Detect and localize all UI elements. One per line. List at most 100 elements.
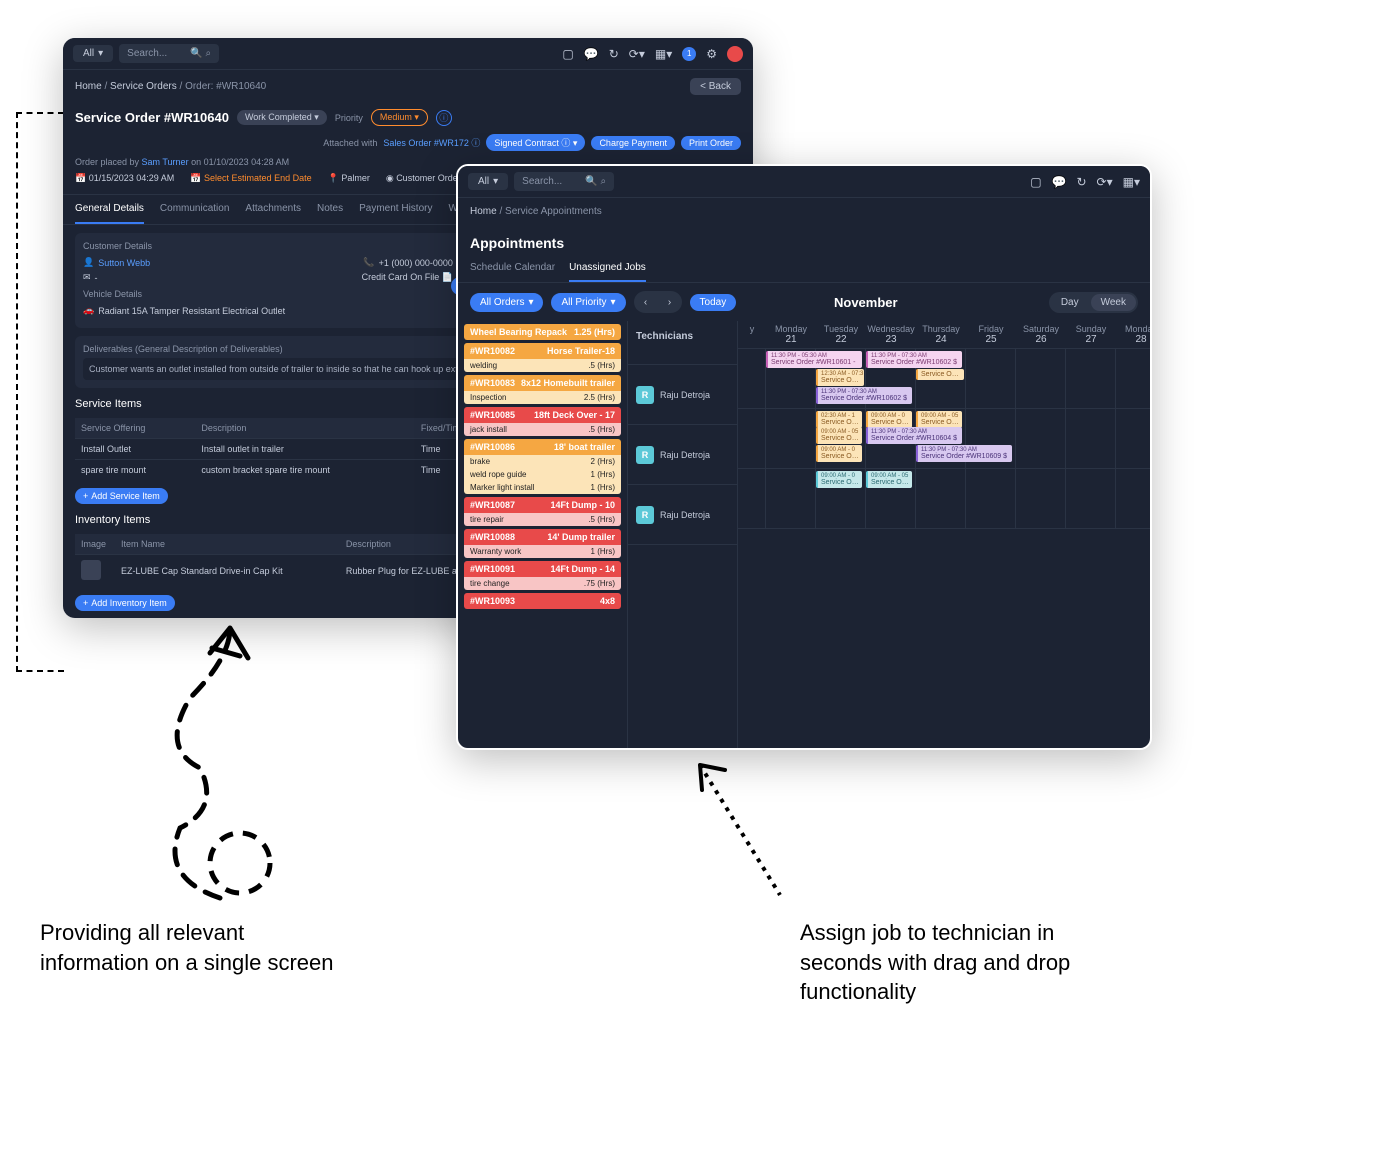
calendar-event[interactable]: 09:00 AM - 05Service Orde	[916, 411, 962, 428]
tab-schedule-calendar[interactable]: Schedule Calendar	[470, 255, 555, 282]
customer-order-toggle[interactable]: ◉ Customer Order	[386, 173, 461, 184]
technician-row[interactable]: RRaju Detroja	[628, 365, 737, 425]
search-input-r[interactable]: Search...🔍 ⌕	[514, 172, 614, 191]
scope-dropdown[interactable]: All ▾	[73, 45, 113, 62]
apps-icon-r[interactable]: ▦▾	[1123, 175, 1140, 189]
estimated-end-date[interactable]: 📅 Select Estimated End Date	[190, 173, 311, 184]
calendar-event[interactable]: 09:00 AM - 0Service Orde	[816, 471, 862, 488]
add-inventory-item-button[interactable]: Add Inventory Item	[75, 595, 175, 611]
job-card[interactable]: #WR100838x12 Homebuilt trailerInspection…	[464, 375, 621, 404]
calendar-event[interactable]: 09:00 AM - 0Service Orde	[866, 411, 912, 428]
job-card[interactable]: #WR1008814' Dump trailerWarranty work1 (…	[464, 529, 621, 558]
location: 📍 Palmer	[328, 173, 370, 184]
orders-filter[interactable]: All Orders ▾	[470, 293, 543, 312]
created-date: 📅 01/15/2023 04:29 AM	[75, 173, 174, 184]
history-icon-r[interactable]: ⟳▾	[1097, 175, 1113, 189]
tab-payment-history[interactable]: Payment History	[359, 195, 432, 224]
priority-pill[interactable]: Medium ▾	[371, 109, 428, 126]
topbar-right: All ▾ Search...🔍 ⌕ ▢ 💬 ↻ ⟳▾ ▦▾	[458, 166, 1150, 198]
customer-panel-title: Customer Details	[83, 241, 453, 251]
view-day[interactable]: Day	[1051, 294, 1089, 311]
calendar-event[interactable]: 02:30 AM - 1Service Orde	[816, 411, 862, 428]
annotation-left: Providing all relevant information on a …	[40, 918, 340, 977]
search-input[interactable]: Search...🔍 ⌕	[119, 44, 219, 63]
print-order-button[interactable]: Print Order	[681, 136, 741, 150]
chat-icon-r[interactable]: 💬	[1052, 175, 1067, 189]
notif-badge[interactable]: 1	[682, 47, 696, 61]
job-card[interactable]: #WR1008618' boat trailerbrake2 (Hrs)weld…	[464, 439, 621, 494]
customer-panel: Customer Details 👤 Sutton Webb📞 +1 (000)…	[75, 233, 461, 328]
technicians-column: Technicians RRaju DetrojaRRaju DetrojaRR…	[628, 321, 738, 750]
tab-unassigned-jobs[interactable]: Unassigned Jobs	[569, 255, 646, 282]
job-card[interactable]: #WR1008518ft Deck Over - 17jack install.…	[464, 407, 621, 436]
chat-icon[interactable]: 💬	[584, 47, 599, 61]
tab-notes[interactable]: Notes	[317, 195, 343, 224]
scope-dropdown-r[interactable]: All ▾	[468, 173, 508, 190]
bc-service-orders[interactable]: Service Orders	[110, 81, 177, 92]
status-pill[interactable]: Work Completed ▾	[237, 110, 327, 125]
calendar-event[interactable]: Service Order #WR10602 $	[916, 369, 964, 380]
charge-payment-button[interactable]: Charge Payment	[591, 136, 675, 150]
next-button[interactable]: ›	[660, 293, 680, 311]
technician-row[interactable]: RRaju Detroja	[628, 485, 737, 545]
appointments-window: All ▾ Search...🔍 ⌕ ▢ 💬 ↻ ⟳▾ ▦▾ Home / Se…	[456, 164, 1152, 750]
view-week[interactable]: Week	[1091, 294, 1136, 311]
settings-icon[interactable]: ⚙	[706, 47, 717, 61]
job-card[interactable]: #WR100934x8	[464, 593, 621, 609]
calendar-event[interactable]: 11:30 PM - 07:30 AMService Order #WR1060…	[866, 351, 962, 368]
calendar-event[interactable]: 11:30 PM - 07:30 AMService Order #WR1060…	[816, 387, 912, 404]
history-icon[interactable]: ⟳▾	[629, 47, 645, 61]
vehicle-panel-title: Vehicle Details	[83, 289, 453, 299]
refresh-icon-r[interactable]: ↻	[1076, 175, 1086, 189]
device-icon[interactable]: ▢	[562, 47, 573, 61]
prev-button[interactable]: ‹	[636, 293, 656, 311]
signed-contract-button[interactable]: Signed Contract ⓘ ▾	[486, 134, 585, 151]
priority-filter[interactable]: All Priority ▾	[551, 293, 625, 312]
calendar-event[interactable]: 11:30 PM - 07:30 AMService Order #WR1060…	[916, 445, 1012, 462]
appointments-title: Appointments	[458, 225, 1150, 255]
info-icon[interactable]: ⓘ	[436, 110, 452, 126]
tab-general[interactable]: General Details	[75, 195, 144, 224]
job-card[interactable]: #WR10082Horse Trailer-18welding.5 (Hrs)	[464, 343, 621, 372]
job-card[interactable]: #WR1008714Ft Dump - 10tire repair.5 (Hrs…	[464, 497, 621, 526]
device-icon-r[interactable]: ▢	[1030, 175, 1041, 189]
attached-link[interactable]: Sales Order #WR172 ⓘ	[383, 136, 480, 149]
tab-attachments[interactable]: Attachments	[245, 195, 301, 224]
customer-cc[interactable]: Credit Card On File 📄	[362, 272, 453, 283]
technicians-header: Technicians	[628, 321, 737, 365]
placed-by-link[interactable]: Sam Turner	[142, 157, 189, 167]
bc-home-r[interactable]: Home	[470, 206, 497, 217]
appointments-tabs: Schedule Calendar Unassigned Jobs	[458, 255, 1150, 283]
priority-label: Priority	[335, 113, 363, 123]
job-card[interactable]: #WR1009114Ft Dump - 14tire change.75 (Hr…	[464, 561, 621, 590]
bc-home[interactable]: Home	[75, 81, 102, 92]
job-card[interactable]: Wheel Bearing Repack1.25 (Hrs)	[464, 324, 621, 340]
calendar-event[interactable]: 11:30 PM - 05:30 AMService Order #WR1060…	[766, 351, 862, 368]
calendar-event[interactable]: 11:30 PM - 07:30 AMService Order #WR1060…	[866, 427, 962, 444]
back-button[interactable]: < Back	[690, 78, 741, 95]
calendar-grid[interactable]: yMonday21Tuesday22Wednesday23Thursday24F…	[738, 321, 1150, 750]
bc-appts: Service Appointments	[505, 206, 602, 217]
month-label: November	[834, 295, 898, 310]
arrow-left-illustration	[100, 618, 300, 918]
avatar[interactable]	[727, 46, 743, 62]
arrow-right-illustration	[680, 755, 820, 915]
today-button[interactable]: Today	[690, 294, 737, 311]
calendar-event[interactable]: 09:00 AM - 05Service Orde	[866, 471, 912, 488]
technician-row[interactable]: RRaju Detroja	[628, 425, 737, 485]
annotation-right: Assign job to technician in seconds with…	[800, 918, 1100, 1007]
nav-buttons: ‹ ›	[634, 291, 682, 313]
add-service-item-button[interactable]: Add Service Item	[75, 488, 168, 504]
calendar-event[interactable]: 12:30 AM - 07:3Service Orde	[816, 369, 864, 386]
calendar-body: Wheel Bearing Repack1.25 (Hrs) #WR10082Ho…	[458, 321, 1150, 750]
refresh-icon[interactable]: ↻	[609, 47, 619, 61]
tab-communication[interactable]: Communication	[160, 195, 229, 224]
unassigned-jobs-list[interactable]: Wheel Bearing Repack1.25 (Hrs) #WR10082Ho…	[458, 321, 628, 750]
customer-name[interactable]: 👤 Sutton Webb	[83, 257, 150, 268]
calendar-event[interactable]: 09:00 AM - 0Service Orde	[816, 445, 862, 462]
calendar-event[interactable]: 09:00 AM - 05Service Orde	[816, 427, 862, 444]
customer-email: ✉ -	[83, 272, 98, 283]
apps-icon[interactable]: ▦▾	[655, 47, 672, 61]
attached-label: Attached with	[323, 138, 377, 148]
topbar: All ▾ Search...🔍 ⌕ ▢ 💬 ↻ ⟳▾ ▦▾ 1 ⚙	[63, 38, 753, 70]
